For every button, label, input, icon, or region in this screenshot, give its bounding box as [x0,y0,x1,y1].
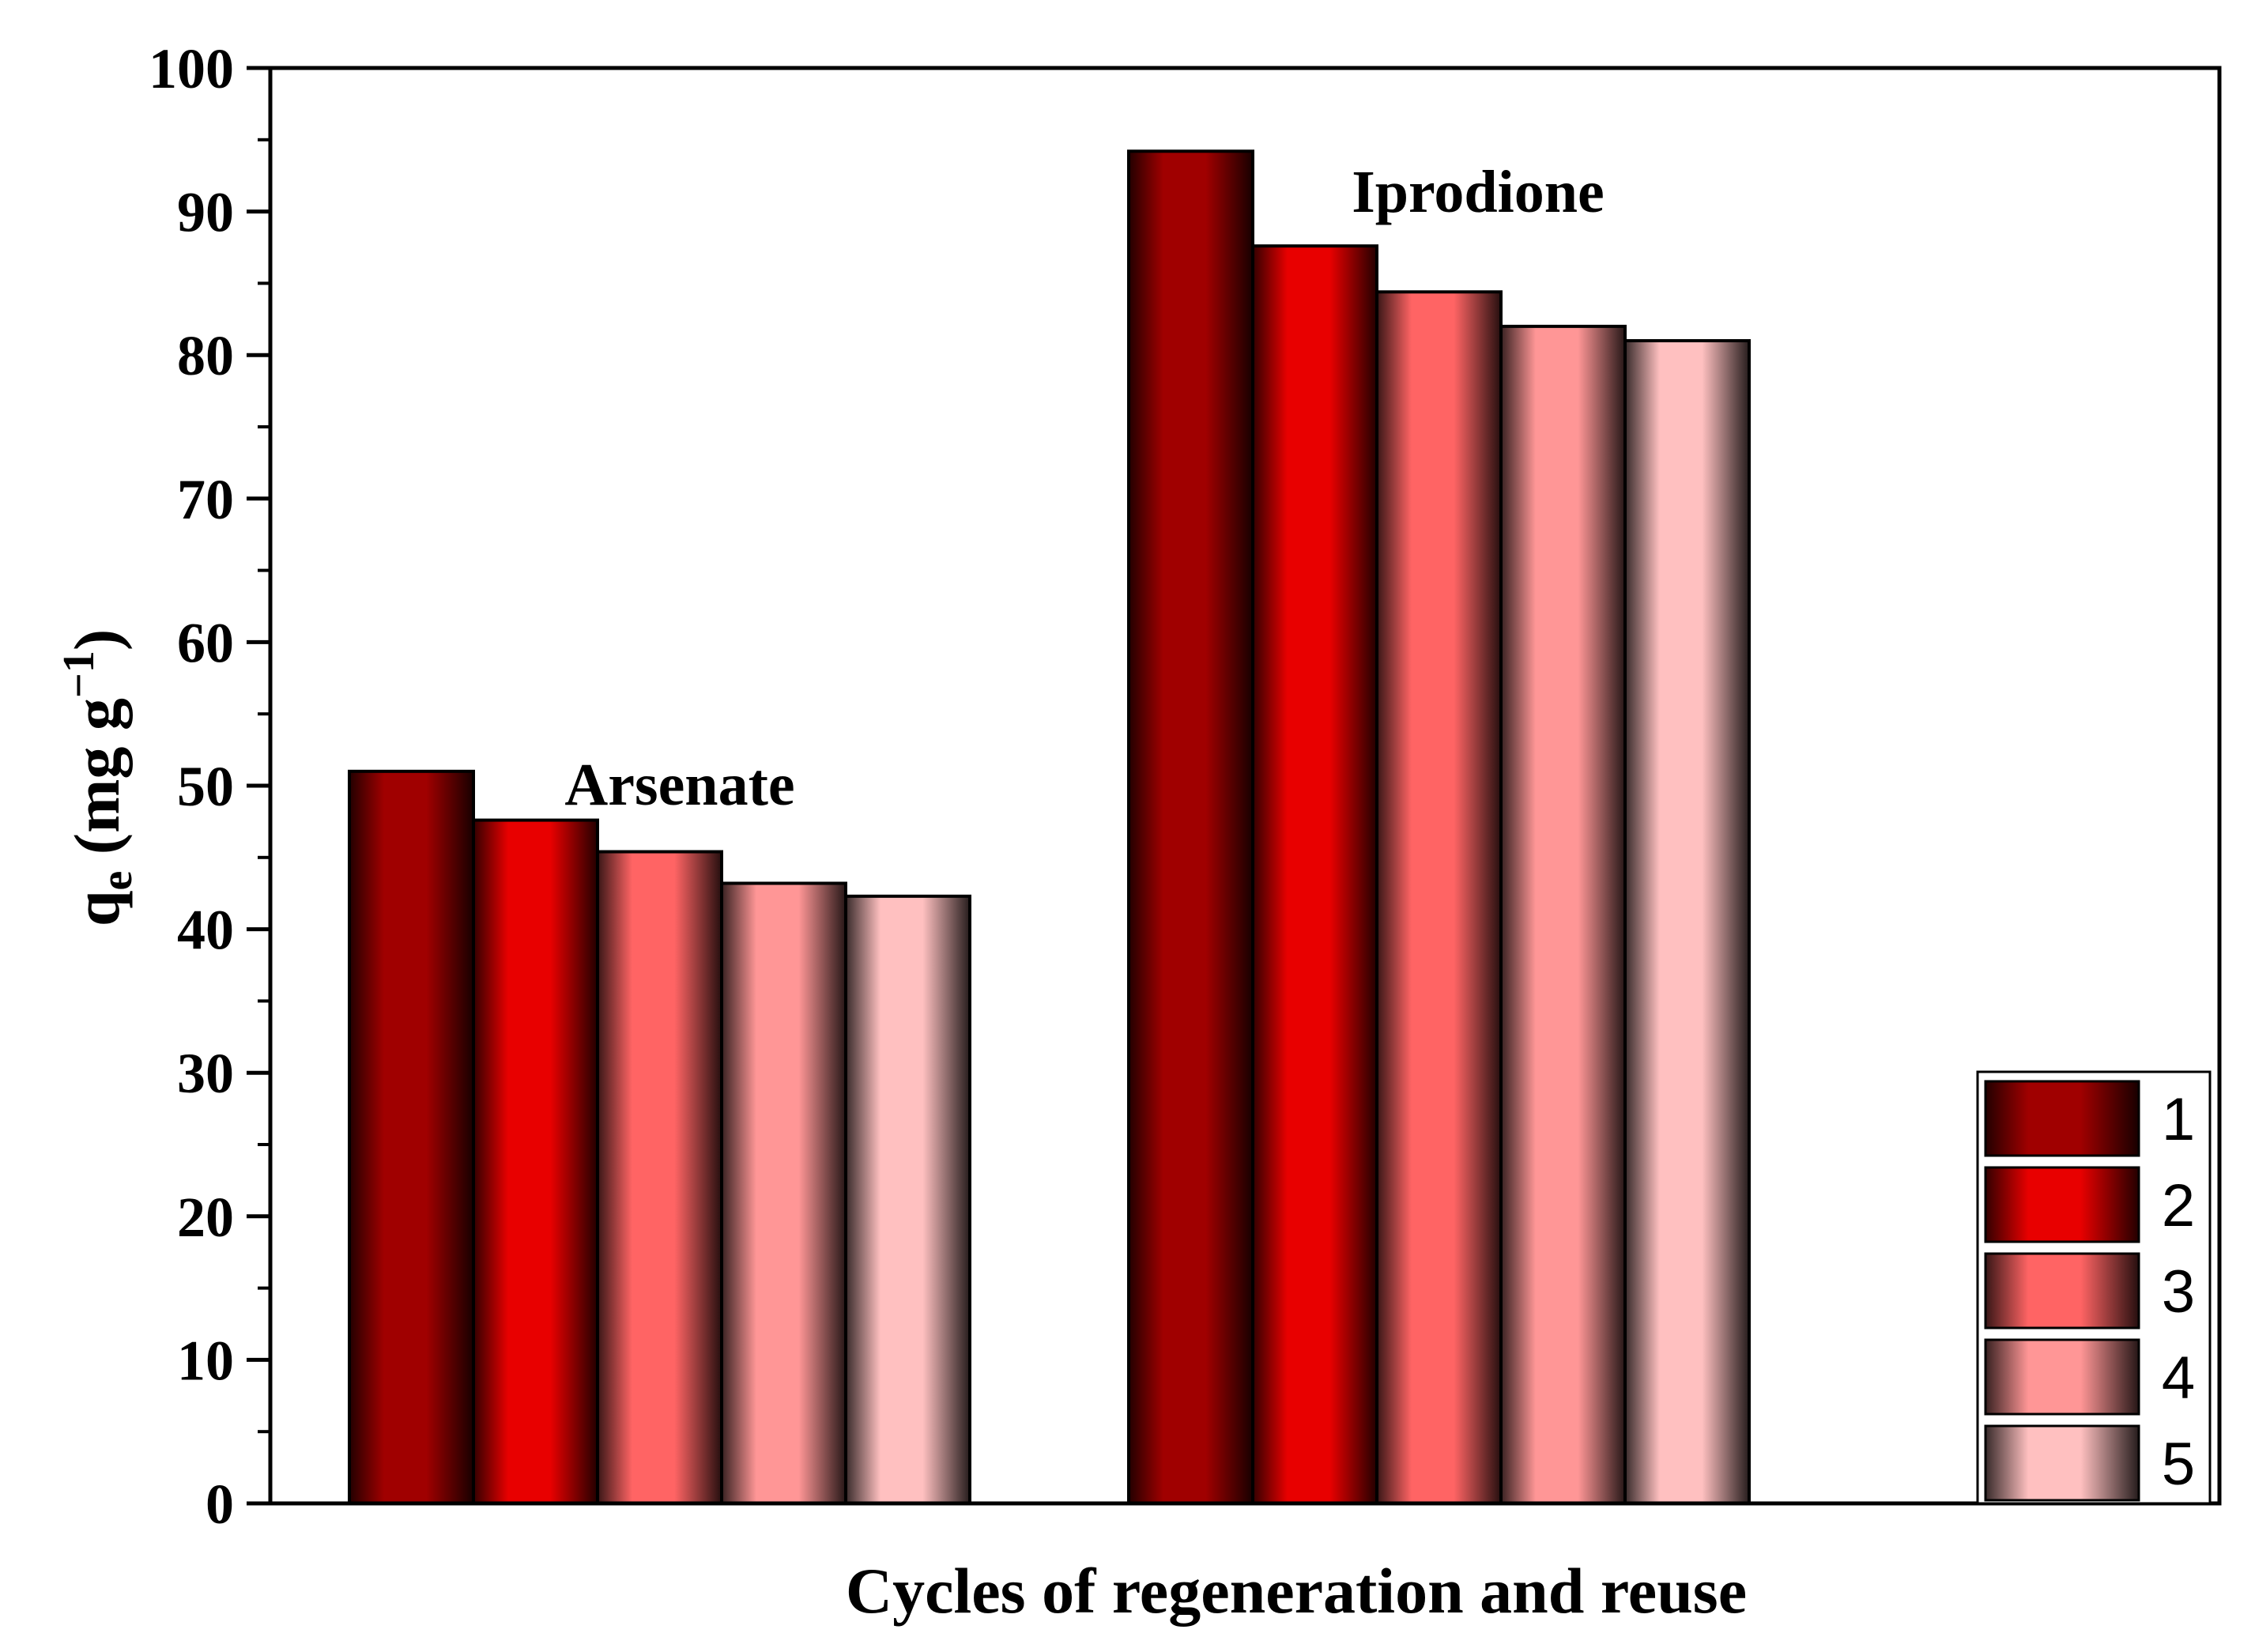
y-tick-label: 20 [177,1186,234,1249]
y-tick-label: 100 [149,37,234,100]
bar-arsenate-cycle-2 [472,818,599,1505]
x-axis-title: Cycles of regeneration and reuse [846,1555,1747,1627]
bar-iprodione-cycle-1 [1127,149,1254,1505]
legend-label-5: 5 [2162,1431,2195,1498]
legend: 1 2 3 4 5 [1976,1070,2212,1505]
bar-arsenate-cycle-5 [844,894,971,1506]
group-label-iprodione: Iprodione [1352,159,1605,225]
y-tick-label: 60 [177,611,234,674]
legend-swatch-3 [1984,1252,2140,1330]
y-tick-label: 50 [177,755,234,818]
legend-swatch-1 [1984,1080,2140,1157]
bar-iprodione-cycle-5 [1623,339,1751,1505]
legend-swatch-5 [1984,1424,2140,1502]
y-axis-title-close: ) [61,629,133,651]
legend-swatch-2 [1984,1166,2140,1243]
y-axis-title: qe (mg g−1) [55,629,141,926]
bars-layer: Arsenate Iprodione [348,149,1751,1506]
y-axis-title-superscript: −1 [55,651,104,698]
y-tick-label: 30 [177,1042,234,1105]
y-tick-label: 10 [177,1329,234,1392]
y-tick-label: 70 [177,468,234,531]
bar-iprodione-cycle-3 [1375,290,1503,1505]
bar-arsenate-cycle-1 [348,769,475,1505]
legend-label-3: 3 [2162,1258,2195,1326]
y-tick-label: 80 [177,324,234,387]
bar-arsenate-cycle-3 [596,850,723,1505]
legend-swatch-4 [1984,1338,2140,1416]
legend-label-2: 2 [2162,1172,2195,1239]
y-tick-label: 40 [177,899,234,962]
y-tick-label: 90 [177,181,234,244]
y-axis-title-main: q [61,891,133,927]
y-axis-title-unit: (mg g [61,698,133,871]
y-axis-title-subscript: e [92,871,141,891]
legend-label-1: 1 [2162,1086,2195,1153]
bar-iprodione-cycle-4 [1499,324,1627,1505]
bar-arsenate-cycle-4 [720,881,847,1506]
y-tick-label: 0 [206,1473,234,1536]
group-label-arsenate: Arsenate [564,752,794,818]
axis-layer: 0 10 20 30 40 50 60 70 80 90 100 [149,37,2222,1536]
legend-label-4: 4 [2162,1345,2195,1412]
bar-iprodione-cycle-2 [1251,244,1378,1506]
